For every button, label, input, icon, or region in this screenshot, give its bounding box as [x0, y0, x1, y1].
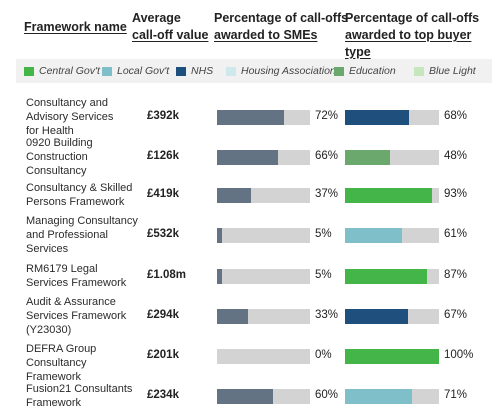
sme-bar	[217, 188, 252, 203]
legend-label: Housing Association	[241, 65, 336, 77]
legend-swatch	[226, 66, 236, 76]
sme-bar	[217, 228, 222, 243]
legend-swatch	[334, 66, 344, 76]
top-buyer-bar-track	[345, 228, 439, 243]
top-buyer-bar-track	[345, 349, 439, 364]
legend-label: Education	[349, 65, 396, 77]
legend-label: Blue Light	[429, 65, 476, 77]
framework-name-header: Framework name	[24, 20, 127, 34]
sme-bar-track	[217, 269, 310, 284]
legend-item: Local Gov't	[102, 59, 169, 83]
sme-bar	[217, 150, 279, 165]
sme-bar	[217, 389, 273, 404]
top-buyer-bar	[345, 309, 408, 324]
top-buyer-percentage-label: 68%	[444, 110, 468, 122]
average-call-off-value: £392k	[147, 110, 179, 122]
legend-label: Local Gov't	[117, 65, 170, 77]
top-buyer-percentage-label: 71%	[444, 389, 468, 401]
sme-percentage-label: 5%	[315, 269, 332, 281]
legend-label: Central Gov't	[39, 65, 100, 77]
framework-name: DEFRA Group Consultancy Framework	[26, 343, 97, 383]
top-buyer-bar-track	[345, 389, 439, 404]
sme-bar-track	[217, 110, 310, 125]
legend-swatch	[414, 66, 424, 76]
legend-swatch	[24, 66, 34, 76]
top-buyer-bar	[345, 389, 412, 404]
framework-name: Managing Consultancy and Professional Se…	[26, 215, 138, 255]
sme-bar-track	[217, 349, 310, 364]
sme-bar-track	[217, 389, 310, 404]
top-buyer-bar	[345, 269, 427, 284]
sme-percentage-label: 33%	[315, 309, 339, 321]
legend-item: Education	[334, 59, 396, 83]
sme-bar-track	[217, 188, 310, 203]
framework-name: Fusion21 Consultants Framework	[26, 383, 133, 409]
sme-bar-track	[217, 309, 310, 324]
sme-percentage-label: 60%	[315, 389, 339, 401]
average-call-off-value: £126k	[147, 150, 179, 162]
top-buyer-percentage-label: 100%	[444, 349, 474, 361]
sme-bar-track	[217, 150, 310, 165]
top-buyer-bar-track	[345, 110, 439, 125]
average-call-off-value: £234k	[147, 389, 179, 401]
legend-item: Housing Association	[226, 59, 336, 83]
top-buyer-bar	[345, 349, 439, 364]
top-buyer-percentage-header: Percentage of call-offs awarded to top b…	[345, 11, 480, 59]
top-buyer-bar-track	[345, 309, 439, 324]
sme-percentage-label: 5%	[315, 228, 332, 240]
legend-swatch	[102, 66, 112, 76]
top-buyer-percentage-label: 67%	[444, 309, 468, 321]
buyer-type-legend: Central Gov't Local Gov't NHS Housing Assoc…	[16, 59, 492, 83]
top-buyer-percentage-label: 48%	[444, 150, 468, 162]
sme-bar	[217, 110, 284, 125]
top-buyer-bar-track	[345, 188, 439, 203]
legend-item: Blue Light	[414, 59, 476, 83]
framework-name: RM6179 Legal Services Framework	[26, 263, 127, 289]
sme-percentage-header: Percentage of call-offs awarded to SMEs	[214, 11, 349, 42]
top-buyer-bar	[345, 150, 391, 165]
sme-percentage-label: 0%	[315, 349, 332, 361]
top-buyer-bar	[345, 110, 409, 125]
top-buyer-percentage-label: 93%	[444, 188, 468, 200]
top-buyer-percentage-label: 61%	[444, 228, 468, 240]
average-call-off-value: £419k	[147, 188, 179, 200]
average-call-off-header: Average call-off value	[132, 11, 209, 42]
top-buyer-bar-track	[345, 150, 439, 165]
top-buyer-bar-track	[345, 269, 439, 284]
average-call-off-value: £1.08m	[147, 269, 187, 281]
sme-bar	[217, 269, 222, 284]
top-buyer-percentage-label: 87%	[444, 269, 468, 281]
sme-percentage-label: 72%	[315, 110, 339, 122]
framework-name: 0920 Building Construction Consultancy	[26, 137, 93, 177]
legend-item: Central Gov't	[24, 59, 100, 83]
sme-percentage-label: 66%	[315, 150, 339, 162]
legend-item: NHS	[176, 59, 213, 83]
sme-bar	[217, 309, 248, 324]
sme-bar-track	[217, 228, 310, 243]
legend-swatch	[176, 66, 186, 76]
average-call-off-value: £201k	[147, 349, 179, 361]
average-call-off-value: £294k	[147, 309, 179, 321]
legend-label: NHS	[191, 65, 214, 77]
top-buyer-bar	[345, 228, 403, 243]
average-call-off-value: £532k	[147, 228, 179, 240]
framework-name: Audit & Assurance Services Framework (Y2…	[26, 296, 127, 336]
framework-name: Consultancy & Skilled Persons Framework	[26, 182, 133, 208]
top-buyer-bar	[345, 188, 433, 203]
framework-name: Consultancy and Advisory Services for He…	[26, 97, 114, 137]
sme-percentage-label: 37%	[315, 188, 339, 200]
